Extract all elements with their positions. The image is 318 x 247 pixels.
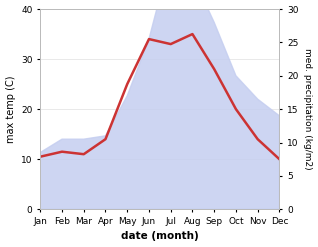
X-axis label: date (month): date (month) [121, 231, 199, 242]
Y-axis label: med. precipitation (kg/m2): med. precipitation (kg/m2) [303, 48, 313, 170]
Y-axis label: max temp (C): max temp (C) [5, 75, 16, 143]
